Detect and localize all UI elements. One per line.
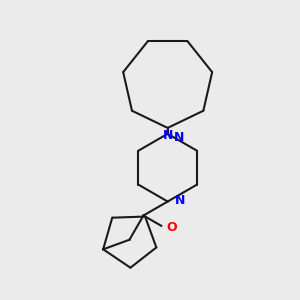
Text: O: O	[167, 221, 177, 234]
Text: N: N	[174, 131, 184, 144]
Text: N: N	[163, 129, 173, 142]
Text: N: N	[175, 194, 185, 207]
